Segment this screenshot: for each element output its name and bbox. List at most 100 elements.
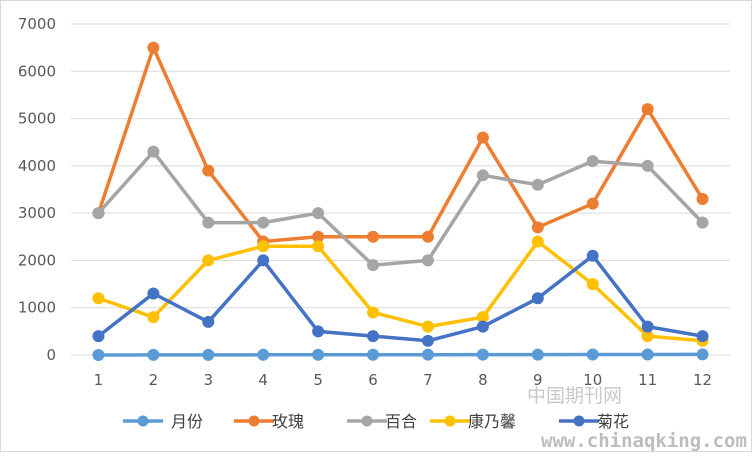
series-5: [92, 249, 709, 347]
series-line: [96, 352, 705, 357]
data-point: [312, 207, 325, 220]
series-line: [96, 253, 705, 343]
y-tick-label: 7000: [18, 15, 56, 33]
y-tick-label: 2000: [18, 251, 56, 269]
watermark-site-name: 中国期刊网: [527, 385, 622, 407]
x-tick-label: 10: [583, 371, 602, 389]
x-tick-label: 2: [149, 371, 159, 389]
data-point: [641, 348, 654, 361]
x-tick-label: 7: [423, 371, 433, 389]
data-point: [421, 230, 434, 243]
data-point: [92, 207, 105, 220]
x-tick-label: 6: [368, 371, 378, 389]
x-tick-label: 11: [638, 371, 657, 389]
data-point: [421, 334, 434, 347]
data-point: [312, 348, 325, 361]
y-tick-label: 1000: [18, 299, 56, 317]
y-tick-label: 3000: [18, 204, 56, 222]
data-point: [257, 216, 270, 229]
y-tick-label: 4000: [18, 157, 56, 175]
legend-item: 百合: [347, 412, 417, 431]
legend-marker: [248, 415, 260, 427]
data-point: [202, 348, 215, 361]
legend-label: 月份: [171, 412, 203, 431]
data-point: [257, 348, 270, 361]
data-point: [586, 249, 599, 262]
x-tick-label: 8: [478, 371, 488, 389]
data-point: [367, 230, 380, 243]
series-1: [92, 348, 709, 361]
data-point: [367, 259, 380, 272]
legend-label: 百合: [385, 412, 417, 431]
data-point: [476, 320, 489, 333]
data-point: [202, 315, 215, 328]
data-point: [147, 287, 160, 300]
data-point: [421, 254, 434, 267]
legend-marker: [361, 415, 373, 427]
data-point: [202, 216, 215, 229]
data-point: [202, 164, 215, 177]
data-point: [696, 216, 709, 229]
data-point: [641, 320, 654, 333]
data-point: [641, 159, 654, 172]
legend-label: 玫瑰: [272, 412, 304, 431]
series-line: [96, 239, 705, 343]
legend-label: 菊花: [597, 412, 629, 431]
data-point: [147, 348, 160, 361]
watermark-url: www.chinaqking.com: [541, 430, 747, 451]
data-point: [531, 348, 544, 361]
x-tick-label: 1: [94, 371, 104, 389]
data-point: [476, 348, 489, 361]
data-point: [586, 278, 599, 291]
data-point: [202, 254, 215, 267]
series-3: [92, 145, 709, 272]
data-point: [92, 292, 105, 305]
data-point: [531, 292, 544, 305]
data-point: [421, 348, 434, 361]
legend-item: 月份: [123, 412, 203, 431]
data-point: [696, 348, 709, 361]
data-point: [476, 169, 489, 182]
data-point: [92, 348, 105, 361]
gridlines: [71, 23, 730, 309]
data-point: [531, 178, 544, 191]
legend: 月份 玫瑰 百合 康乃馨 菊花: [123, 412, 629, 431]
data-point: [531, 221, 544, 234]
data-point: [421, 320, 434, 333]
y-tick-label: 0: [46, 346, 56, 364]
legend-item: 菊花: [559, 412, 629, 431]
legend-marker: [137, 415, 149, 427]
data-point: [147, 41, 160, 54]
data-point: [147, 145, 160, 158]
data-point: [312, 325, 325, 338]
series-line: [96, 45, 705, 244]
y-tick-label: 5000: [18, 110, 56, 128]
legend-item: 玫瑰: [234, 412, 304, 431]
x-tick-label: 4: [258, 371, 268, 389]
data-point: [696, 192, 709, 205]
data-point: [586, 348, 599, 361]
data-point: [257, 254, 270, 267]
data-point: [586, 197, 599, 210]
legend-label: 康乃馨: [468, 412, 516, 431]
data-point: [92, 330, 105, 343]
watermark: 中国期刊网 www.chinaqking.com: [527, 385, 747, 452]
data-point: [257, 240, 270, 253]
legend-marker: [573, 415, 585, 427]
data-point: [367, 330, 380, 343]
legend-marker: [444, 415, 456, 427]
data-point: [367, 348, 380, 361]
y-tick-label: 6000: [18, 62, 56, 80]
data-point: [312, 240, 325, 253]
legend-item: 康乃馨: [430, 412, 516, 431]
series-4: [92, 235, 709, 347]
data-point: [586, 155, 599, 168]
data-point: [476, 131, 489, 144]
series-line: [96, 149, 705, 267]
x-tick-label: 9: [533, 371, 543, 389]
data-point: [531, 235, 544, 248]
x-tick-label: 12: [693, 371, 712, 389]
